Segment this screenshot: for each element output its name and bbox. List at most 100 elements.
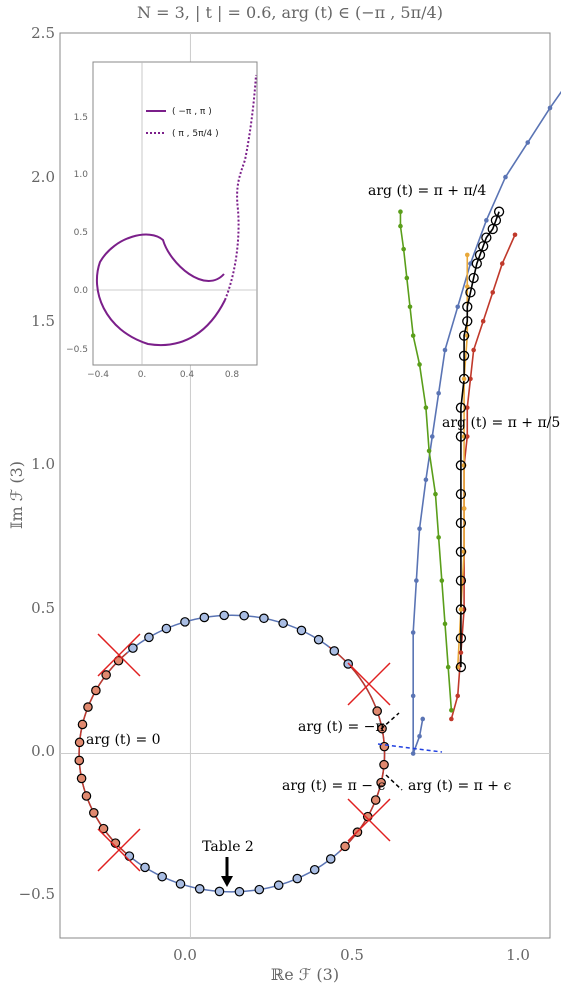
series-point xyxy=(474,249,486,261)
inset-y-tick-0: −0.5 xyxy=(66,345,88,355)
series-point xyxy=(417,362,422,367)
series-point xyxy=(461,506,467,511)
red-cross-ll-b xyxy=(97,828,141,872)
series-point xyxy=(484,218,489,223)
series-point xyxy=(547,105,553,111)
series-point xyxy=(461,376,467,382)
inset-legend-label-solid: ( −π , π ) xyxy=(172,107,212,117)
series-point xyxy=(455,488,467,500)
series-point xyxy=(449,716,454,722)
x-axis-label: ℝe ℱ (3) xyxy=(271,965,339,984)
series-point xyxy=(442,347,448,353)
series-point xyxy=(455,517,467,529)
inset-curve-dashed xyxy=(224,74,257,301)
series-point xyxy=(410,751,416,756)
circle-marker xyxy=(83,702,93,712)
series-point xyxy=(455,304,461,310)
series-point xyxy=(462,316,473,327)
series-point xyxy=(426,448,432,454)
circle-marker xyxy=(194,883,205,894)
circle-marker xyxy=(74,755,85,766)
circle-marker xyxy=(140,862,150,873)
series-point xyxy=(468,376,473,382)
circle-marker xyxy=(329,646,340,656)
y-tick-5: 2.0 xyxy=(31,168,55,186)
circle-marker xyxy=(89,808,99,818)
series-point xyxy=(490,215,502,226)
series-point xyxy=(512,232,518,238)
circle-marker xyxy=(259,613,269,624)
annotation-arg-pi-plus-pi5: arg (t) = π + π/5 xyxy=(442,415,560,431)
x-tick-1: 0.5 xyxy=(340,946,364,964)
circle-marker xyxy=(144,632,154,643)
circle-marker xyxy=(124,851,135,861)
circle-marker xyxy=(74,737,85,748)
annotation-table-2: Table 2 xyxy=(202,839,254,855)
circle-marker xyxy=(292,873,303,884)
series-point xyxy=(458,350,470,361)
series-point xyxy=(410,630,416,635)
red-cross-ul-b xyxy=(97,633,141,677)
y-tick-4: 1.5 xyxy=(31,312,55,330)
series-point xyxy=(436,535,441,540)
series-point xyxy=(525,140,531,145)
inset-y-tick-2: 0.5 xyxy=(74,228,88,238)
red-cross-ur-b xyxy=(347,662,391,706)
circle-marker xyxy=(239,610,249,621)
x-tick-2: 1.0 xyxy=(506,946,530,964)
circle-marker xyxy=(113,655,124,666)
circle-marker xyxy=(199,612,210,623)
series-point xyxy=(468,272,479,284)
y-tick-3: 1.0 xyxy=(31,455,55,473)
circle-marker xyxy=(273,880,284,891)
series-point xyxy=(481,232,492,243)
inset-x-tick-0: −0.4 xyxy=(87,370,109,380)
annotation-arg-pi-minus-eps: arg (t) = π − ϵ xyxy=(282,778,385,794)
circle-marker xyxy=(340,841,350,852)
series-point xyxy=(398,209,403,214)
chart-title: N = 3, | t | = 0.6, arg (t) ∈ (−π , 5π/4… xyxy=(137,3,443,22)
table-arrow-head xyxy=(221,876,233,887)
y-tick-0: −0.5 xyxy=(19,885,55,903)
circle-marker xyxy=(309,864,320,875)
series-point xyxy=(455,661,467,673)
annotation-arg-pi-plus-pi4: arg (t) = π + π/4 xyxy=(368,183,486,199)
circle-marker xyxy=(180,617,190,627)
circle-marker xyxy=(175,879,186,889)
circle-marker xyxy=(325,854,336,864)
inset-curve-solid xyxy=(95,233,226,347)
circle-marker xyxy=(91,685,101,696)
series-point xyxy=(499,261,505,266)
series-point xyxy=(410,333,416,338)
series-point xyxy=(468,261,473,266)
series-point xyxy=(487,223,498,235)
pointer-pi-plus-eps xyxy=(385,774,403,791)
y-tick-2: 0.5 xyxy=(31,599,55,617)
series-point xyxy=(398,223,403,229)
circle-marker xyxy=(98,823,109,834)
series-point xyxy=(417,526,422,532)
blue-branch-cut xyxy=(377,743,443,753)
red-cross-lr-b xyxy=(347,798,391,842)
circle-marker xyxy=(157,871,167,882)
x-tick-0: 0.0 xyxy=(173,946,197,964)
markers-layer xyxy=(398,105,553,756)
circle-marker xyxy=(234,886,245,897)
series-point xyxy=(465,287,476,298)
series-point xyxy=(464,405,470,410)
series-point xyxy=(414,578,419,583)
inset-x-tick-2: 0.4 xyxy=(180,370,195,380)
circle-marker xyxy=(214,886,225,897)
series-point xyxy=(478,241,489,252)
series-point xyxy=(442,621,448,627)
series-point xyxy=(455,693,461,699)
inset-panel: −0.4 0. 0.4 0.8 −0.5 0.0 0.5 1.0 1.5 ( −… xyxy=(66,61,258,380)
circle-marker xyxy=(76,773,87,784)
series-point xyxy=(455,460,467,471)
series-point xyxy=(407,304,413,310)
circle-layer xyxy=(74,610,390,897)
series-point xyxy=(439,578,445,583)
inset-y-tick-3: 1.0 xyxy=(74,170,89,180)
series-point xyxy=(455,431,467,442)
